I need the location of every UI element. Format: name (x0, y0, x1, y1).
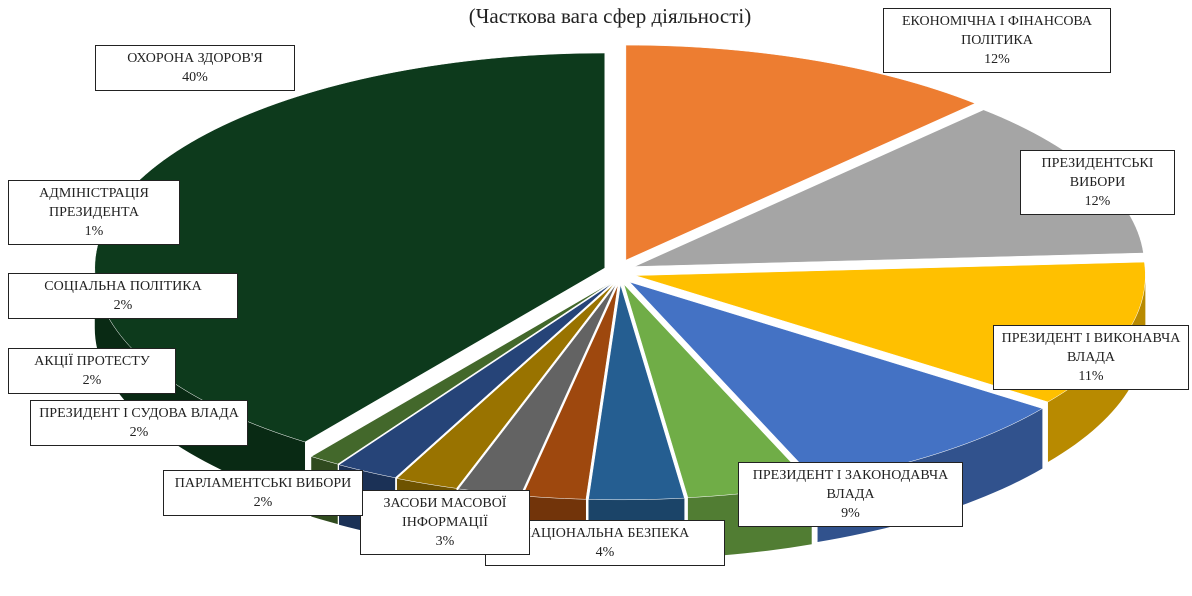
category-label: ПРЕЗИДЕНТСЬКІ ВИБОРИ (1027, 154, 1168, 192)
value-label: 1% (15, 222, 173, 241)
value-label: 12% (890, 50, 1104, 69)
category-label: ПРЕЗИДЕНТ І ЗАКОНОДАВЧА ВЛАДА (745, 466, 956, 504)
value-label: 40% (102, 68, 288, 87)
category-label: СОЦІАЛЬНА ПОЛІТИКА (15, 277, 231, 296)
value-label: 11% (1000, 367, 1182, 386)
category-label: ЗАСОБИ МАСОВОЇ ІНФОРМАЦІЇ (367, 494, 523, 532)
category-label: АКЦІЇ ПРОТЕСТУ (15, 352, 169, 371)
category-label: ПАРЛАМЕНТСЬКІ ВИБОРИ (170, 474, 356, 493)
value-label: 2% (170, 493, 356, 512)
category-label: ОХОРОНА ЗДОРОВ'Я (102, 49, 288, 68)
value-label: 3% (367, 532, 523, 551)
category-label: ЕКОНОМІЧНА І ФІНАНСОВА ПОЛІТИКА (890, 12, 1104, 50)
category-label: ПРЕЗИДЕНТ І ВИКОНАВЧА ВЛАДА (1000, 329, 1182, 367)
value-label: 12% (1027, 192, 1168, 211)
value-label: 9% (745, 504, 956, 523)
value-label: 2% (15, 296, 231, 315)
category-label: ПРЕЗИДЕНТ І СУДОВА ВЛАДА (37, 404, 241, 423)
page: (Часткова вага сфер діяльності) ОХОРОНА … (0, 0, 1192, 596)
value-label: 2% (37, 423, 241, 442)
category-label: АДМІНІСТРАЦІЯ ПРЕЗИДЕНТА (15, 184, 173, 222)
value-label: 2% (15, 371, 169, 390)
